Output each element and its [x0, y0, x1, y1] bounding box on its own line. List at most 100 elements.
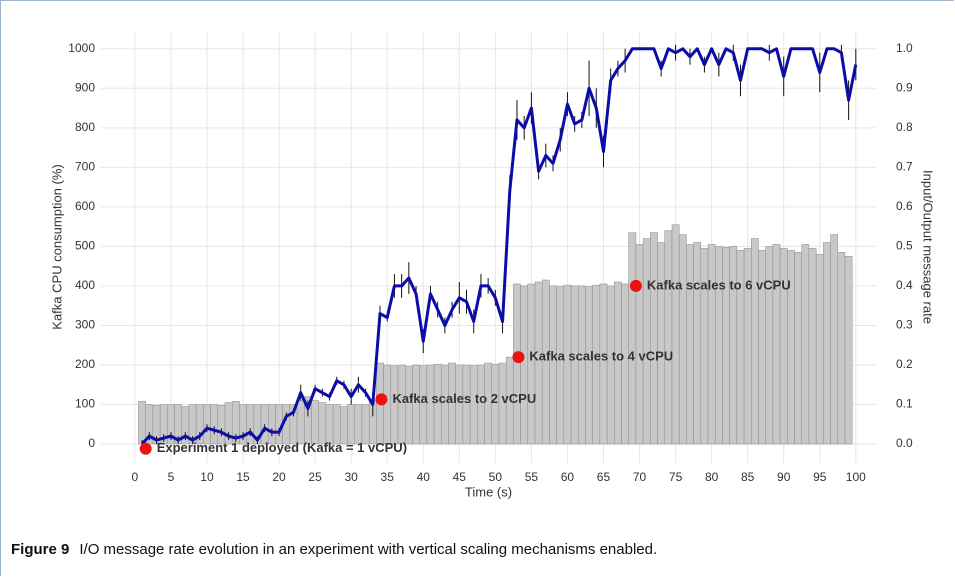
- bar: [578, 285, 586, 445]
- bar: [296, 400, 305, 445]
- y-tick-label: 800: [75, 120, 95, 134]
- bar: [830, 234, 839, 445]
- x-tick-label: 55: [525, 470, 539, 484]
- bar: [642, 238, 651, 445]
- bar: [606, 285, 615, 445]
- bar: [729, 246, 738, 445]
- y-tick-label: 300: [75, 318, 95, 332]
- annotation-label: Kafka scales to 2 vCPU: [392, 391, 536, 406]
- annotation-point: [629, 279, 642, 292]
- bar: [671, 224, 680, 445]
- y2-tick-label: 0.3: [896, 318, 913, 332]
- y2-tick-label: 0.4: [896, 278, 913, 292]
- bar: [325, 404, 334, 445]
- x-tick-label: 25: [308, 470, 322, 484]
- y-tick-label: 100: [75, 397, 95, 411]
- annotation-point: [375, 393, 388, 406]
- bar: [801, 244, 810, 445]
- y2-tick-label: 0.1: [896, 397, 913, 411]
- bar: [635, 244, 644, 445]
- bar: [621, 283, 629, 445]
- x-tick-label: 0: [132, 470, 139, 484]
- y2-tick-label: 0.9: [896, 80, 913, 94]
- x-tick-label: 45: [453, 470, 467, 484]
- x-tick-label: 65: [597, 470, 611, 484]
- bar: [138, 401, 146, 445]
- bar: [765, 246, 774, 445]
- x-tick-label: 90: [777, 470, 791, 484]
- bar: [751, 238, 759, 445]
- y-axis-title: Kafka CPU consumption (%): [49, 164, 64, 329]
- x-tick-label: 75: [669, 470, 683, 484]
- y-tick-label: 600: [75, 199, 95, 213]
- bar: [693, 242, 702, 445]
- bar: [592, 284, 601, 445]
- bar: [246, 404, 255, 445]
- x-tick-label: 70: [633, 470, 647, 484]
- bar: [520, 285, 529, 445]
- bar: [664, 230, 673, 445]
- bar: [318, 402, 327, 445]
- y2-tick-label: 0.0: [896, 436, 913, 450]
- bar: [361, 404, 370, 445]
- y2-axis-title: Input/Output message rate: [921, 170, 936, 324]
- bar: [383, 364, 392, 445]
- y-tick-label: 1000: [68, 41, 95, 55]
- bar: [657, 242, 666, 445]
- y-tick-label: 700: [75, 160, 95, 174]
- x-tick-label: 20: [272, 470, 286, 484]
- y2-tick-label: 1.0: [896, 41, 913, 55]
- x-tick-label: 60: [561, 470, 575, 484]
- y-tick-label: 400: [75, 278, 95, 292]
- annotation-label: Kafka scales to 6 vCPU: [647, 277, 791, 292]
- y2-tick-label: 0.7: [896, 160, 913, 174]
- x-tick-label: 15: [236, 470, 250, 484]
- bar: [714, 246, 723, 445]
- x-tick-label: 5: [168, 470, 175, 484]
- bar: [823, 242, 831, 445]
- annotation-label: Experiment 1 deployed (Kafka = 1 vCPU): [157, 440, 407, 455]
- x-tick-label: 95: [813, 470, 827, 484]
- annotation-label: Kafka scales to 4 vCPU: [529, 349, 673, 364]
- bar: [354, 404, 363, 445]
- y-tick-label: 900: [75, 80, 95, 94]
- y2-tick-label: 0.8: [896, 120, 913, 134]
- x-tick-label: 30: [344, 470, 358, 484]
- caption-text: I/O message rate evolution in an experim…: [79, 541, 658, 558]
- x-tick-label: 80: [705, 470, 719, 484]
- bar: [217, 405, 226, 445]
- x-tick-label: 85: [741, 470, 755, 484]
- x-tick-label: 10: [200, 470, 214, 484]
- bar: [268, 404, 276, 445]
- bar: [837, 252, 846, 445]
- bar: [563, 284, 572, 445]
- annotation-point: [512, 351, 525, 364]
- bar: [707, 244, 716, 445]
- bar: [585, 286, 593, 445]
- caption-label: Figure 9: [11, 541, 70, 558]
- message-rate-line: [140, 47, 858, 446]
- bar: [556, 286, 565, 445]
- y2-tick-label: 0.6: [896, 199, 913, 213]
- caption: Figure 9 I/O message rate evolution in an…: [11, 541, 657, 558]
- bar: [311, 400, 319, 445]
- bar: [650, 232, 658, 445]
- bar: [513, 283, 521, 445]
- bar: [844, 256, 853, 445]
- x-tick-label: 100: [846, 470, 866, 484]
- y2-tick-label: 0.5: [896, 239, 913, 253]
- x-tick-label: 35: [381, 470, 395, 484]
- bar: [210, 404, 219, 445]
- bar: [808, 248, 817, 445]
- bar: [686, 244, 694, 445]
- bar: [549, 285, 557, 445]
- chart: 0 100 200 300 400 500 600 700 800 900 1000 0 5 10 15 20…: [49, 31, 936, 499]
- annotation-point: [139, 442, 152, 455]
- bar: [794, 252, 802, 445]
- y-tick-label: 0: [88, 436, 95, 450]
- bar: [340, 406, 348, 445]
- bar: [678, 234, 687, 445]
- x-tick-label: 50: [489, 470, 503, 484]
- bar: [332, 404, 341, 445]
